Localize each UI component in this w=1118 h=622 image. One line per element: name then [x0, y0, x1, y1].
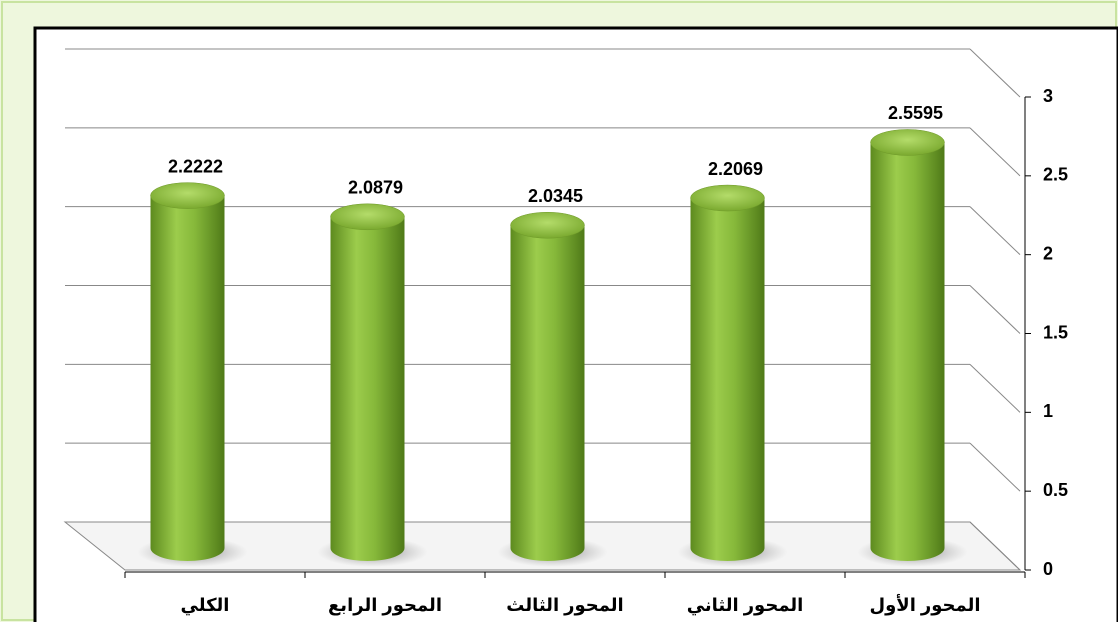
y-tick-label: 0: [1043, 559, 1053, 579]
grid-line: [969, 521, 1021, 571]
bar: [870, 142, 945, 562]
y-tick-label: 0.5: [1043, 480, 1068, 500]
x-tick-label: المحور الرابع: [328, 595, 442, 616]
value-label: 2.2069: [708, 159, 763, 179]
bar: [510, 225, 585, 561]
value-label: 2.5595: [888, 103, 943, 123]
bar: [690, 198, 765, 561]
bar-top: [510, 211, 585, 239]
y-tick-label: 1.5: [1043, 322, 1068, 342]
grid-line: [969, 442, 1021, 492]
bar-top: [150, 182, 225, 209]
grid-line: [969, 127, 1021, 177]
x-tick-label: المحور الأول: [870, 594, 981, 616]
bar-top: [690, 184, 765, 212]
x-tick-label: الكلي: [181, 595, 230, 616]
grid-line: [969, 285, 1021, 334]
value-label: 2.2222: [168, 156, 223, 176]
y-tick-label: 2: [1043, 243, 1053, 263]
value-label: 2.0879: [348, 178, 403, 198]
bar: [330, 216, 405, 561]
value-label: 2.0345: [528, 186, 583, 206]
y-tick-label: 1: [1043, 401, 1053, 421]
bar-top: [330, 203, 405, 231]
grid-line: [969, 48, 1021, 98]
x-tick-label: المحور الثالث: [506, 595, 623, 616]
grid-line: [969, 206, 1021, 256]
x-tick-label: المحور الثاني: [687, 595, 804, 616]
bar-top: [870, 129, 945, 156]
y-tick-label: 3: [1043, 86, 1053, 106]
bar: [150, 195, 225, 562]
grid-line: [969, 363, 1021, 413]
y-tick-label: 2.5: [1043, 165, 1068, 185]
